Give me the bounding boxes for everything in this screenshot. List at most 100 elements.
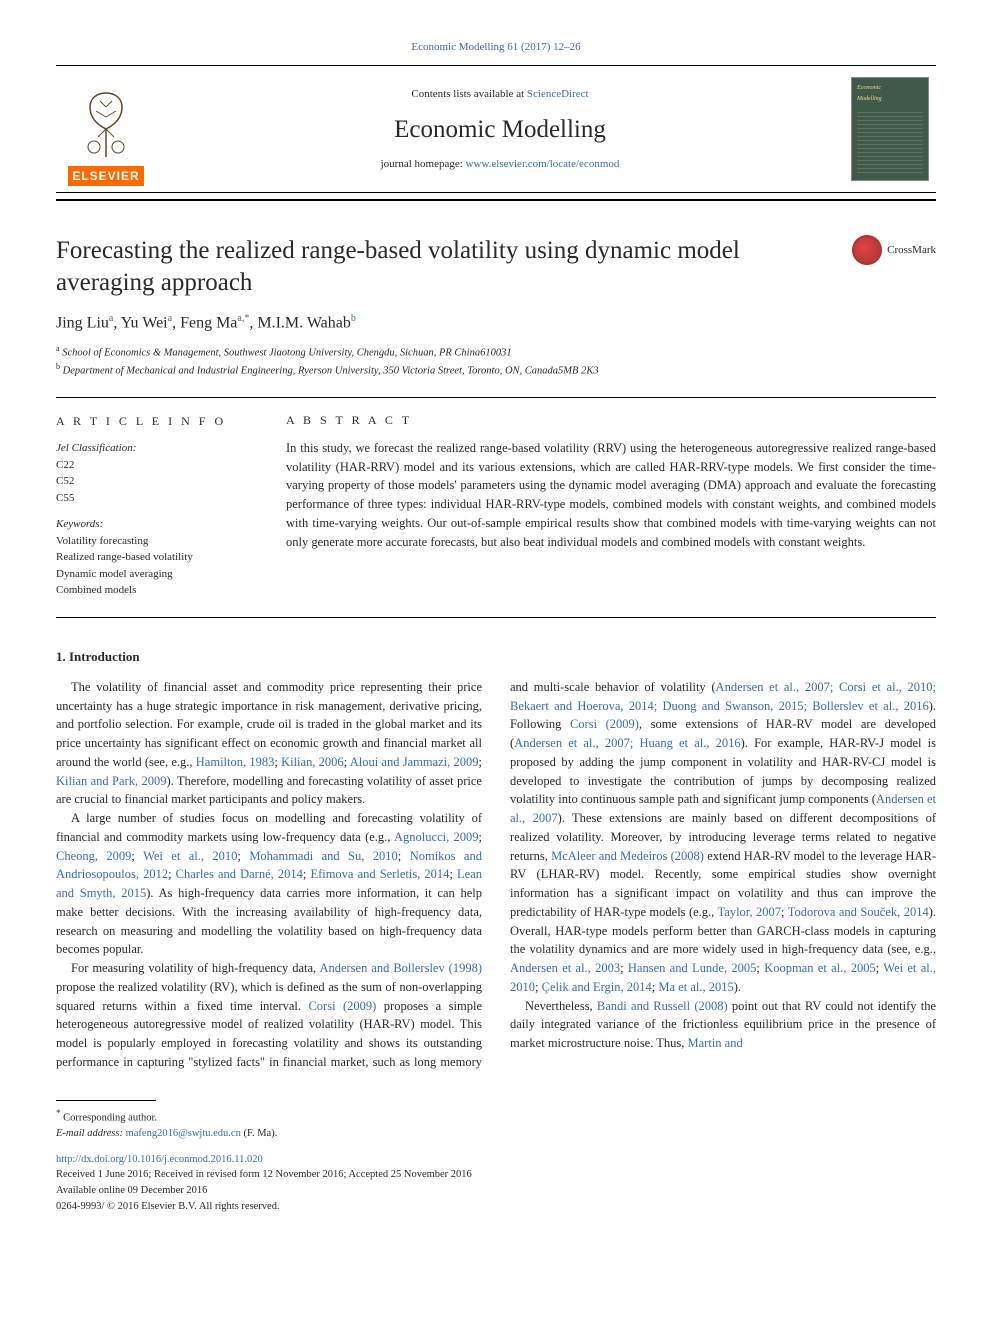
article-info-head: A R T I C L E I N F O — [56, 412, 256, 430]
keywords-label: Keywords: — [56, 516, 256, 533]
cite-wei-2010[interactable]: Wei et al., 2010 — [143, 849, 237, 863]
jel-c55: C55 — [56, 490, 256, 507]
authors-line: Jing Liua, Yu Weia, Feng Maa,*, M.I.M. W… — [56, 312, 936, 335]
affiliation-a-text: School of Economics & Management, Southw… — [62, 347, 511, 358]
email-tail: (F. Ma). — [243, 1128, 277, 1139]
p4a: Nevertheless, — [525, 999, 597, 1013]
email-link[interactable]: mafeng2016@swjtu.edu.cn — [126, 1128, 241, 1139]
crossmark-icon — [852, 235, 882, 265]
homepage-prefix: journal homepage: — [381, 158, 466, 170]
crossmark-badge[interactable]: CrossMark — [852, 235, 936, 265]
history-line: Received 1 June 2016; Received in revise… — [56, 1167, 936, 1183]
body-two-col: The volatility of financial asset and co… — [56, 678, 936, 1072]
keyword-2: Realized range-based volatility — [56, 549, 256, 566]
keyword-1: Volatility forecasting — [56, 533, 256, 550]
cite-taylor-2007[interactable]: Taylor, 2007 — [718, 905, 782, 919]
paper-title: Forecasting the realized range-based vol… — [56, 235, 832, 298]
masthead-rule — [56, 199, 936, 201]
contents-line: Contents lists available at ScienceDirec… — [156, 87, 844, 102]
elsevier-wordmark: ELSEVIER — [68, 166, 143, 187]
cite-efimova-2014[interactable]: Efimova and Serletis, 2014 — [310, 867, 449, 881]
keyword-4: Combined models — [56, 582, 256, 599]
cite-group-2[interactable]: Andersen et al., 2007; Huang et al., 201… — [514, 736, 740, 750]
cite-celik-2014[interactable]: Çelik and Ergin, 2014 — [542, 980, 652, 994]
author-3: Feng Ma — [180, 314, 237, 331]
doi-link[interactable]: http://dx.doi.org/10.1016/j.econmod.2016… — [56, 1154, 263, 1165]
cite-mcaleer-2008[interactable]: McAleer and Medeiros (2008) — [551, 849, 704, 863]
cite-bandi-2008[interactable]: Bandi and Russell (2008) — [597, 999, 728, 1013]
corr-mark: * — [56, 1108, 61, 1118]
p3i: ; — [781, 905, 788, 919]
affiliations: a School of Economics & Management, Sout… — [56, 343, 936, 380]
email-line: E-mail address: mafeng2016@swjtu.edu.cn … — [56, 1126, 936, 1142]
p3p: ). — [734, 980, 741, 994]
cover-thumbnail: Economic Modelling — [851, 77, 929, 181]
doi-block: http://dx.doi.org/10.1016/j.econmod.2016… — [56, 1152, 936, 1215]
journal-name: Economic Modelling — [156, 112, 844, 147]
info-divider-top — [56, 397, 936, 398]
cite-koopman-2005[interactable]: Koopman et al., 2005 — [764, 961, 876, 975]
p3a: For measuring volatility of high-frequen… — [71, 961, 319, 975]
cite-charles-2014[interactable]: Charles and Darné, 2014 — [176, 867, 303, 881]
cite-hamilton-1983[interactable]: Hamilton, 1983 — [196, 755, 275, 769]
author-3-aff[interactable]: a,* — [237, 313, 249, 324]
cover-title-1: Economic — [857, 84, 923, 92]
homepage-link[interactable]: www.elsevier.com/locate/econmod — [466, 158, 620, 170]
cite-kilian-park-2009[interactable]: Kilian and Park, 2009 — [56, 774, 166, 788]
author-4-aff[interactable]: b — [351, 313, 356, 324]
cite-agnolucci-2009[interactable]: Agnolucci, 2009 — [394, 830, 478, 844]
affiliation-b: b Department of Mechanical and Industria… — [56, 361, 936, 379]
cite-kilian-2006[interactable]: Kilian, 2006 — [281, 755, 344, 769]
elsevier-tree-icon — [71, 84, 141, 164]
keyword-3: Dynamic model averaging — [56, 566, 256, 583]
footnotes: * Corresponding author. E-mail address: … — [56, 1107, 936, 1142]
info-abstract-row: A R T I C L E I N F O Jel Classification… — [56, 412, 936, 599]
abstract-head: A B S T R A C T — [286, 412, 936, 429]
p3n: ; — [535, 980, 542, 994]
jel-c22: C22 — [56, 457, 256, 474]
running-head: Economic Modelling 61 (2017) 12–26 — [56, 40, 936, 55]
corresponding-note: * Corresponding author. — [56, 1107, 936, 1126]
cite-andersen-bollerslev-1998[interactable]: Andersen and Bollerslev (1998) — [319, 961, 482, 975]
affiliation-a: a School of Economics & Management, Sout… — [56, 343, 936, 361]
para-4: Nevertheless, Bandi and Russell (2008) p… — [510, 997, 936, 1053]
cite-corsi-2009-2[interactable]: Corsi (2009) — [570, 717, 639, 731]
section-1-head: 1. Introduction — [56, 648, 936, 666]
cite-todorova-2014[interactable]: Todorova and Souček, 2014 — [788, 905, 929, 919]
cite-hansen-2005[interactable]: Hansen and Lunde, 2005 — [628, 961, 757, 975]
info-divider-bottom — [56, 617, 936, 618]
author-1: Jing Liu — [56, 314, 109, 331]
corr-text: Corresponding author. — [63, 1112, 157, 1123]
cite-aloui-2009[interactable]: Aloui and Jammazi, 2009 — [350, 755, 479, 769]
masthead: ELSEVIER Contents lists available at Sci… — [56, 65, 936, 193]
para-2: A large number of studies focus on model… — [56, 809, 482, 959]
copyright-line: 0264-9993/ © 2016 Elsevier B.V. All righ… — [56, 1199, 936, 1215]
author-sep: , — [172, 314, 180, 331]
masthead-cover: Economic Modelling — [844, 66, 936, 192]
cite-mohammadi-2010[interactable]: Mohammadi and Su, 2010 — [249, 849, 397, 863]
cover-lines-decor — [857, 109, 923, 174]
jel-label: Jel Classification: — [56, 440, 256, 457]
p3k: ; — [620, 961, 628, 975]
cite-martin[interactable]: Martin and — [688, 1036, 743, 1050]
cover-title-2: Modelling — [857, 95, 923, 103]
online-line: Available online 09 December 2016 — [56, 1183, 936, 1199]
crossmark-label: CrossMark — [887, 243, 936, 258]
abstract-col: A B S T R A C T In this study, we foreca… — [286, 412, 936, 599]
homepage-line: journal homepage: www.elsevier.com/locat… — [156, 157, 844, 172]
cite-corsi-2009-1[interactable]: Corsi (2009) — [308, 999, 376, 1013]
cite-ma-2015[interactable]: Ma et al., 2015 — [658, 980, 733, 994]
cite-cheong-2009[interactable]: Cheong, 2009 — [56, 849, 131, 863]
running-head-link[interactable]: Economic Modelling 61 (2017) 12–26 — [411, 41, 580, 53]
contents-prefix: Contents lists available at — [411, 88, 526, 100]
footnote-rule — [56, 1100, 156, 1101]
masthead-center: Contents lists available at ScienceDirec… — [156, 66, 844, 192]
cite-andersen-2003[interactable]: Andersen et al., 2003 — [510, 961, 620, 975]
author-2: Yu Wei — [121, 314, 168, 331]
sciencedirect-link[interactable]: ScienceDirect — [527, 88, 589, 100]
jel-c52: C52 — [56, 473, 256, 490]
abstract-text: In this study, we forecast the realized … — [286, 439, 936, 552]
email-label: E-mail address: — [56, 1128, 123, 1139]
affiliation-b-text: Department of Mechanical and Industrial … — [63, 365, 599, 376]
article-info-col: A R T I C L E I N F O Jel Classification… — [56, 412, 256, 599]
